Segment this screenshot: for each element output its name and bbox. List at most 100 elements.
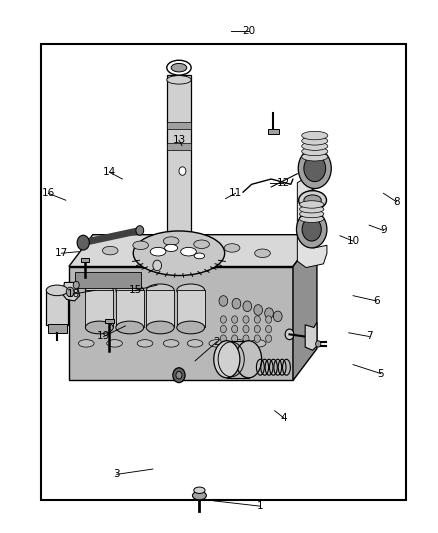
Ellipse shape (46, 285, 68, 296)
Ellipse shape (167, 76, 191, 84)
Text: 12: 12 (277, 177, 290, 188)
Ellipse shape (302, 217, 321, 241)
Bar (46, 290, 68, 325)
Bar (227, 341, 249, 378)
Circle shape (176, 372, 182, 379)
Text: 7: 7 (366, 332, 372, 342)
Ellipse shape (300, 201, 324, 208)
Ellipse shape (146, 284, 174, 297)
Circle shape (173, 368, 185, 383)
Ellipse shape (171, 63, 187, 72)
Circle shape (254, 325, 260, 333)
Text: 3: 3 (113, 470, 120, 479)
Ellipse shape (194, 253, 205, 259)
Ellipse shape (192, 491, 206, 500)
Bar (268, 128, 279, 134)
Circle shape (232, 335, 238, 342)
Ellipse shape (251, 340, 266, 347)
Text: 2: 2 (213, 337, 220, 347)
Polygon shape (69, 235, 317, 266)
Circle shape (243, 316, 249, 323)
Text: 13: 13 (172, 135, 186, 146)
Circle shape (232, 325, 238, 333)
Text: 1: 1 (257, 501, 264, 511)
Text: 6: 6 (373, 296, 380, 306)
Circle shape (136, 225, 144, 235)
Polygon shape (69, 266, 293, 381)
Text: 14: 14 (102, 167, 116, 177)
Circle shape (316, 341, 321, 347)
Ellipse shape (194, 240, 209, 248)
Bar (81, 258, 89, 262)
Ellipse shape (302, 136, 328, 145)
Ellipse shape (300, 211, 324, 217)
Ellipse shape (163, 340, 179, 347)
Circle shape (220, 316, 226, 323)
Circle shape (153, 260, 162, 271)
Ellipse shape (297, 211, 327, 248)
Ellipse shape (231, 340, 247, 347)
Ellipse shape (236, 341, 261, 378)
Ellipse shape (133, 241, 148, 249)
Text: 16: 16 (42, 188, 55, 198)
Circle shape (254, 335, 260, 342)
Circle shape (77, 235, 89, 250)
Ellipse shape (302, 152, 328, 161)
Ellipse shape (150, 247, 166, 256)
Circle shape (243, 301, 252, 312)
Text: 5: 5 (378, 369, 384, 378)
Text: 17: 17 (55, 248, 68, 259)
Text: 4: 4 (280, 413, 287, 423)
Text: 11: 11 (229, 188, 242, 198)
Text: 8: 8 (393, 197, 400, 207)
Ellipse shape (165, 244, 178, 252)
Ellipse shape (304, 195, 321, 206)
Ellipse shape (167, 60, 191, 75)
Ellipse shape (302, 147, 328, 156)
Circle shape (285, 329, 294, 340)
Circle shape (66, 287, 74, 297)
Circle shape (243, 335, 249, 342)
Circle shape (273, 311, 282, 321)
Ellipse shape (254, 249, 270, 257)
Bar (167, 75, 191, 248)
Ellipse shape (209, 340, 225, 347)
Ellipse shape (102, 246, 118, 255)
Ellipse shape (300, 215, 324, 222)
Ellipse shape (146, 321, 174, 334)
Ellipse shape (187, 340, 203, 347)
Ellipse shape (163, 237, 179, 245)
Bar (41, 44, 406, 500)
Ellipse shape (214, 341, 240, 378)
Bar (167, 143, 191, 150)
Ellipse shape (85, 284, 113, 297)
Ellipse shape (177, 321, 205, 334)
Bar (167, 122, 191, 128)
Bar (75, 272, 141, 288)
Text: 9: 9 (380, 225, 387, 236)
Ellipse shape (194, 487, 205, 494)
Ellipse shape (137, 340, 153, 347)
Bar (47, 324, 67, 333)
Circle shape (179, 167, 186, 175)
Text: 19: 19 (97, 332, 110, 342)
Circle shape (73, 281, 79, 289)
Circle shape (265, 308, 273, 318)
Circle shape (254, 316, 260, 323)
Bar (105, 319, 114, 323)
Ellipse shape (177, 284, 205, 297)
Circle shape (232, 316, 238, 323)
Ellipse shape (298, 148, 331, 189)
Circle shape (254, 305, 262, 316)
Ellipse shape (78, 340, 94, 347)
Text: 18: 18 (67, 289, 80, 299)
Bar (177, 290, 205, 327)
Circle shape (220, 325, 226, 333)
Polygon shape (297, 177, 327, 268)
Ellipse shape (85, 321, 113, 334)
Circle shape (243, 325, 249, 333)
Text: 15: 15 (129, 285, 142, 295)
Bar (116, 290, 144, 327)
Ellipse shape (181, 247, 196, 256)
Circle shape (220, 335, 226, 342)
